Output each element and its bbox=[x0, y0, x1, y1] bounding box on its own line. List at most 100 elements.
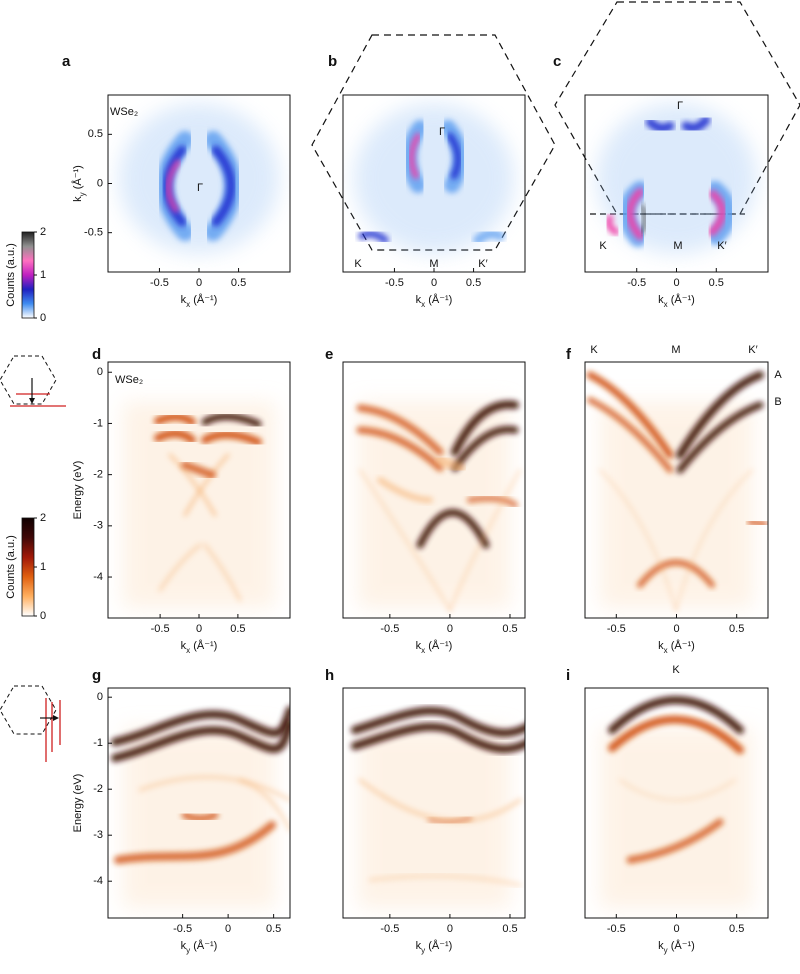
colorbar bbox=[21, 517, 35, 617]
label-unit: (Å⁻¹) bbox=[190, 293, 217, 306]
intensity-band bbox=[619, 779, 736, 801]
colorbar bbox=[21, 231, 35, 319]
intensity-band bbox=[640, 204, 647, 234]
annotation: A bbox=[774, 369, 782, 381]
annotation: K bbox=[599, 240, 607, 252]
label-sub: x bbox=[664, 300, 668, 309]
panel-letter: h bbox=[325, 667, 334, 684]
y-tick-label: 0 bbox=[97, 691, 103, 703]
x-tick-label: -0.5 bbox=[385, 277, 404, 289]
intensity-map bbox=[586, 371, 768, 611]
annotation: M bbox=[429, 258, 438, 270]
intensity-band bbox=[154, 429, 196, 444]
annotation: Γ bbox=[439, 126, 445, 138]
colorbar-tick-label: 2 bbox=[40, 226, 46, 238]
label-base: k bbox=[72, 196, 84, 202]
intensity-band bbox=[451, 400, 519, 456]
intensity-band bbox=[626, 818, 724, 864]
intensity-band bbox=[356, 404, 444, 456]
label-base: k bbox=[416, 940, 422, 952]
annotation: K bbox=[590, 344, 598, 356]
label-sub: x bbox=[186, 300, 190, 309]
colorbar-tick-label: 1 bbox=[40, 269, 46, 281]
panel-letter: g bbox=[92, 667, 101, 684]
intensity-map bbox=[111, 706, 290, 908]
intensity-band bbox=[427, 815, 473, 825]
label-unit: (Å⁻¹) bbox=[190, 639, 217, 652]
colorbar-tick-label: 1 bbox=[40, 561, 46, 573]
label-sub: y bbox=[186, 946, 190, 955]
y-tick-label: 0 bbox=[97, 366, 103, 378]
label-unit: (Å⁻¹) bbox=[668, 939, 695, 952]
intensity-band bbox=[435, 455, 465, 473]
y-tick-label: 0 bbox=[97, 177, 103, 189]
intensity-band bbox=[408, 133, 421, 179]
intensity-map bbox=[354, 103, 514, 254]
axis-label: ky (Å⁻¹) bbox=[181, 939, 218, 955]
label-base: k bbox=[416, 294, 422, 306]
x-tick-label: 0.5 bbox=[729, 623, 744, 635]
intensity-band bbox=[238, 778, 290, 832]
panel-letter: i bbox=[566, 667, 570, 684]
label-base: k bbox=[181, 940, 187, 952]
intensity-background bbox=[123, 402, 275, 608]
label-unit: (Å⁻¹) bbox=[425, 939, 452, 952]
intensity-band bbox=[681, 115, 711, 133]
intensity-band bbox=[114, 821, 276, 864]
plot-frame bbox=[342, 687, 526, 919]
label-unit: (Å⁻¹) bbox=[668, 639, 695, 652]
intensity-band bbox=[626, 188, 644, 240]
intensity-band bbox=[166, 159, 181, 213]
panel-letter: a bbox=[62, 53, 71, 70]
colorbar-tick-label: 0 bbox=[40, 312, 46, 324]
intensity-band bbox=[358, 229, 389, 244]
y-tick-label: -4 bbox=[93, 571, 103, 583]
intensity-band bbox=[637, 559, 715, 588]
axis-label: Energy (eV) bbox=[72, 774, 84, 833]
intensity-band bbox=[203, 543, 242, 602]
intensity-band bbox=[158, 543, 202, 592]
x-tick-label: -0.5 bbox=[380, 623, 399, 635]
intensity-band bbox=[675, 469, 753, 611]
colorbar-tick-label: 0 bbox=[40, 610, 46, 622]
intensity-band bbox=[586, 371, 674, 459]
x-tick-label: 0 bbox=[673, 623, 679, 635]
x-tick-label: 0.5 bbox=[502, 923, 517, 935]
x-tick-label: 0.5 bbox=[266, 923, 281, 935]
annotation: M bbox=[673, 240, 682, 252]
intensity-band bbox=[451, 425, 519, 472]
label-unit: (Å⁻¹) bbox=[425, 639, 452, 652]
x-tick-label: 0.5 bbox=[729, 923, 744, 935]
label-unit: (Å⁻¹) bbox=[425, 293, 452, 306]
panel-letter: b bbox=[328, 53, 337, 70]
annotation: WSe₂ bbox=[115, 374, 143, 386]
y-tick-label: -1 bbox=[93, 417, 103, 429]
intensity-band bbox=[377, 477, 433, 503]
x-tick-label: -0.5 bbox=[607, 923, 626, 935]
intensity-band bbox=[138, 775, 290, 802]
intensity-band bbox=[587, 397, 673, 473]
x-tick-label: 0.5 bbox=[466, 277, 481, 289]
intensity-band bbox=[368, 874, 522, 887]
x-tick-label: 0 bbox=[431, 277, 437, 289]
label-base: k bbox=[181, 640, 187, 652]
label-sub: x bbox=[664, 646, 668, 655]
y-tick-label: -0.5 bbox=[84, 227, 103, 239]
axis-label: ky (Å⁻¹) bbox=[416, 939, 453, 955]
axis-label: ky (Å⁻¹) bbox=[71, 165, 87, 202]
intensity-map bbox=[119, 103, 279, 254]
intensity-band bbox=[676, 371, 764, 459]
cut-icon bbox=[0, 685, 61, 762]
intensity-map bbox=[351, 706, 525, 908]
axis-label: kx (Å⁻¹) bbox=[658, 293, 695, 309]
x-tick-label: 0.5 bbox=[502, 623, 517, 635]
colorbar-label: Counts (a.u.) bbox=[5, 243, 17, 307]
intensity-band bbox=[467, 495, 518, 508]
axis-label: Energy (eV) bbox=[72, 461, 84, 520]
annotation: K′ bbox=[717, 240, 726, 252]
intensity-band bbox=[181, 461, 216, 479]
axis-label: kx (Å⁻¹) bbox=[658, 639, 695, 655]
intensity-band bbox=[168, 453, 217, 517]
y-tick-label: 0.5 bbox=[88, 128, 103, 140]
intensity-map bbox=[356, 400, 521, 611]
